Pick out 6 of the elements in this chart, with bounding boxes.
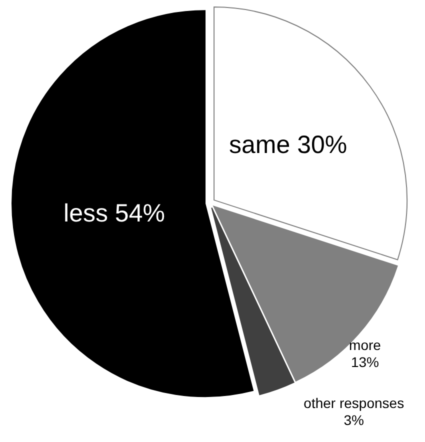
data-label: 13% [350,354,380,370]
data-label: 3% [344,412,364,428]
slice-label: same 30% [229,130,348,159]
slice-label: more [349,336,382,353]
slice-label: less 54% [64,200,165,228]
slice-label: other responses [304,395,404,412]
